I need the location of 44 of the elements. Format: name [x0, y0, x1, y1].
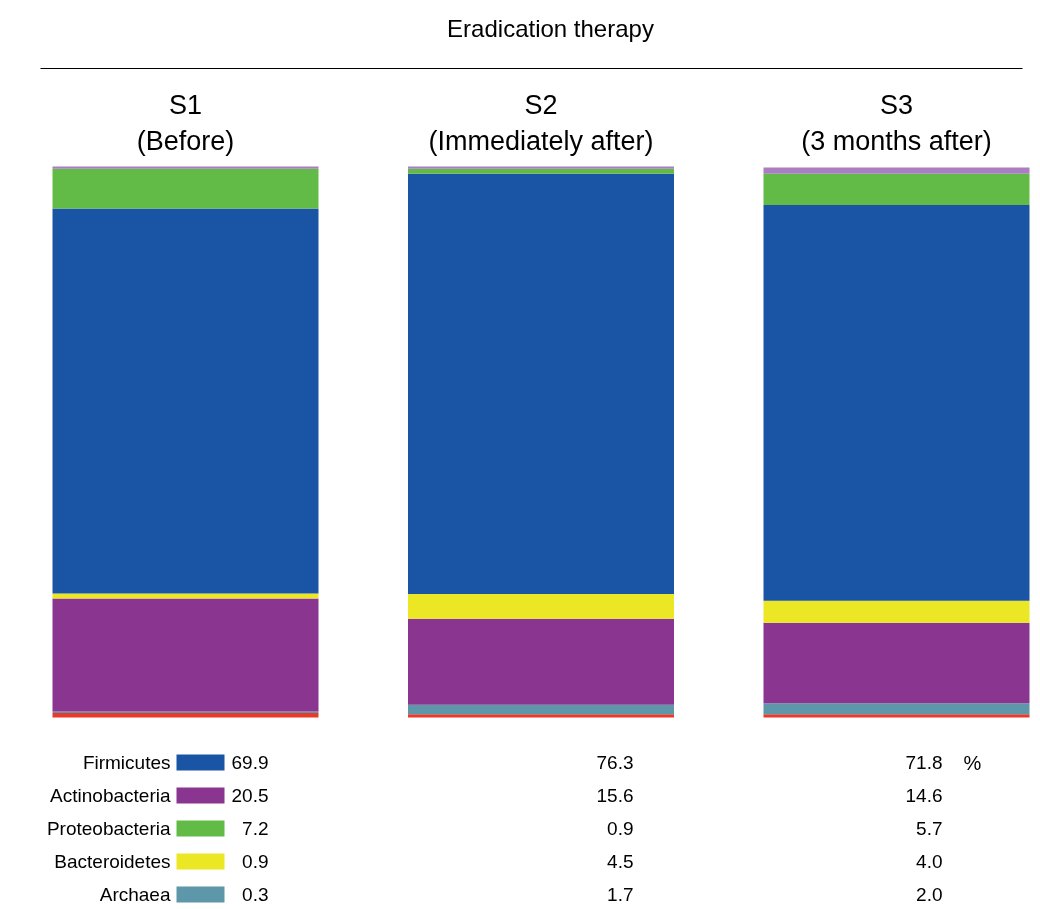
bar [52, 168, 319, 209]
data-label: 15.6 [596, 785, 634, 806]
chart-title: Eradication therapy [447, 15, 654, 42]
legend-label: Firmicutes [82, 752, 171, 773]
data-label: 0.9 [242, 851, 269, 872]
data-label: 71.8 [905, 752, 943, 773]
data-label: 0.9 [607, 818, 634, 839]
bar [52, 166, 319, 169]
data-label: 1.7 [607, 884, 634, 905]
bar [408, 168, 674, 174]
bar [763, 622, 1030, 704]
bar [763, 714, 1030, 718]
legend-label: Actinobacteria [50, 785, 171, 806]
data-label: 5.7 [916, 818, 943, 839]
x-tick-label: S1 (Before) [136, 89, 235, 156]
legend-label: Bacteroidetes [54, 851, 171, 872]
data-label: 7.2 [242, 818, 269, 839]
bar [763, 205, 1030, 601]
legend-label: Proteobacteria [46, 818, 171, 839]
bar [408, 714, 674, 718]
bar [763, 173, 1030, 206]
bar [52, 598, 319, 712]
data-label: 0.3 [242, 884, 269, 905]
data-label: 76.3 [596, 752, 634, 773]
data-label: 14.6 [905, 785, 943, 806]
data-label: 20.5 [231, 785, 269, 806]
data-label: 2.0 [916, 884, 943, 905]
bar [763, 167, 1030, 174]
x-tick-label: S2 (Immediately after) [428, 89, 654, 156]
bar [408, 173, 674, 595]
bar [408, 618, 674, 705]
bar [52, 208, 319, 594]
data-label: 4.5 [607, 851, 634, 872]
bar [763, 600, 1030, 623]
legend-label: Archaea [99, 884, 171, 905]
bar [408, 166, 674, 169]
x-tick-label: S3 (3 months after) [801, 89, 992, 156]
bar [52, 713, 319, 718]
text: % [963, 751, 982, 774]
bar [408, 594, 674, 619]
bar [763, 703, 1030, 715]
data-label: 4.0 [916, 851, 943, 872]
data-label: 69.9 [231, 752, 269, 773]
bar [408, 704, 674, 715]
